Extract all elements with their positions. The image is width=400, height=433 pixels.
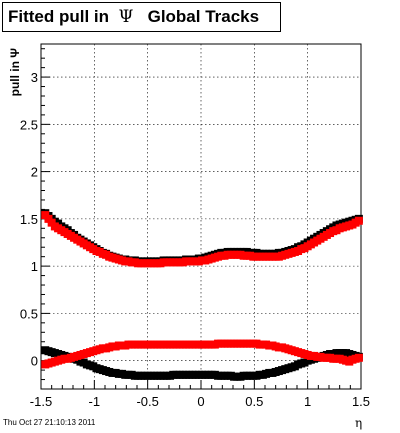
y-tick-label: 0 xyxy=(31,354,38,369)
y-tick-label: 2.5 xyxy=(20,117,38,132)
chart-title: Fitted pull in Ψ Global Tracks xyxy=(2,2,281,32)
title-symbol: Ψ xyxy=(118,7,134,27)
series-red xyxy=(41,211,363,369)
x-tick-label: -1.5 xyxy=(30,394,52,409)
x-axis-label: η xyxy=(355,416,362,430)
x-tick-label: 0 xyxy=(197,394,204,409)
data-point xyxy=(354,216,363,225)
x-tick-label: 0.5 xyxy=(245,394,263,409)
title-suffix: Global Tracks xyxy=(147,7,260,26)
x-tick-label: 1 xyxy=(304,394,311,409)
data-point xyxy=(354,353,363,362)
grid xyxy=(41,44,361,389)
title-prefix: Fitted pull in xyxy=(8,7,110,26)
y-tick-label: 3 xyxy=(31,70,38,85)
y-axis-label: pull in Ψ xyxy=(8,48,22,97)
y-tick-label: 1.5 xyxy=(20,212,38,227)
tick-labels: -1.5 -1 -0.5 0 0.5 1 1.5 0 0.5 1 1.5 2 2.5 3 xyxy=(20,70,370,409)
axis-ticks xyxy=(40,48,362,389)
y-tick-label: 1 xyxy=(31,259,38,274)
x-tick-label: -0.5 xyxy=(136,394,158,409)
x-tick-label: 1.5 xyxy=(352,394,370,409)
data-points xyxy=(41,209,363,381)
y-tick-label: 2 xyxy=(31,165,38,180)
x-tick-label: -1 xyxy=(89,394,101,409)
y-tick-label: 0.5 xyxy=(20,306,38,321)
timestamp: Thu Oct 27 21:10:13 2011 xyxy=(3,418,96,427)
